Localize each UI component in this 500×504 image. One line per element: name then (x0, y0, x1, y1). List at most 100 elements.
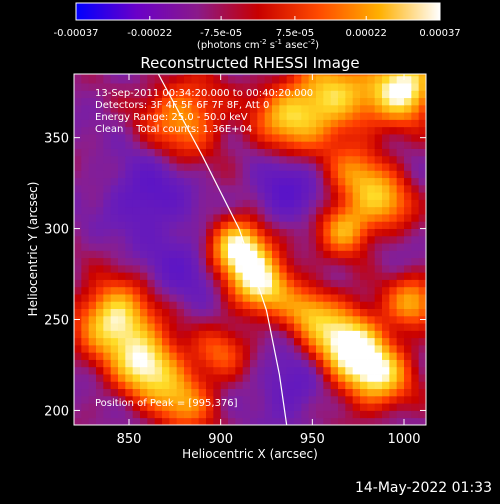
heatmap-cell (338, 294, 346, 302)
heatmap-cell (242, 119, 251, 128)
heatmap-cell (396, 170, 405, 179)
heatmap-cell (250, 243, 258, 251)
heatmap-cell (404, 323, 412, 331)
heatmap-cell (132, 163, 141, 171)
heatmap-cell (74, 403, 82, 411)
heatmap-cell (360, 141, 368, 149)
heatmap-cell (352, 257, 361, 266)
heatmap-cell (235, 272, 244, 280)
heatmap-cell (308, 163, 317, 171)
heatmap-cell (367, 206, 376, 215)
heatmap-cell (360, 344, 368, 353)
heatmap-cell (132, 97, 141, 106)
heatmap-cell (338, 104, 346, 113)
heatmap-cell (374, 264, 383, 273)
heatmap-cell (389, 417, 398, 425)
heatmap-cell (169, 235, 178, 244)
heatmap-cell (404, 250, 412, 259)
heatmap-cell (264, 330, 273, 339)
heatmap-cell (352, 279, 361, 288)
heatmap-cell (176, 250, 185, 259)
heatmap-cell (110, 374, 119, 382)
heatmap-cell (110, 199, 119, 208)
heatmap-cell (250, 170, 258, 179)
heatmap-cell (352, 272, 361, 280)
heatmap-cell (345, 184, 354, 193)
heatmap-cell (396, 301, 405, 310)
heatmap-cell (389, 206, 398, 215)
heatmap-cell (330, 388, 339, 397)
heatmap-cell (294, 199, 302, 208)
heatmap-cell (169, 323, 178, 331)
heatmap-cell (352, 90, 361, 99)
heatmap-cell (323, 228, 332, 237)
heatmap-cell (389, 374, 398, 382)
heatmap-cell (110, 366, 119, 375)
heatmap-cell (191, 228, 200, 237)
heatmap-cell (118, 148, 126, 157)
heatmap-cell (301, 264, 310, 273)
heatmap-cell (272, 126, 280, 135)
heatmap-cell (352, 308, 361, 317)
heatmap-cell (389, 279, 398, 288)
plot-frame (73, 73, 427, 426)
heatmap-cell (206, 177, 214, 186)
heatmap-cell (374, 235, 383, 244)
heatmap-cell (367, 410, 376, 419)
heatmap-cell (338, 148, 346, 157)
heatmap-cell (191, 374, 200, 382)
heatmap-cell (404, 381, 412, 390)
heatmap-cell (382, 235, 390, 244)
heatmap-cell (374, 170, 383, 179)
heatmap-cell (162, 126, 170, 135)
heatmap-cell (316, 221, 324, 229)
heatmap-cell (132, 264, 141, 273)
heatmap-cell (169, 352, 178, 360)
heatmap-cell (103, 366, 112, 375)
heatmap-cell (81, 243, 90, 251)
heatmap-cell (176, 330, 185, 339)
heatmap-cell (147, 97, 156, 106)
heatmap-cell (103, 141, 112, 149)
heatmap-cell (404, 221, 412, 229)
heatmap-cell (220, 134, 229, 142)
heatmap-cell (396, 330, 405, 339)
heatmap-cell (154, 279, 163, 288)
heatmap-cell (191, 264, 200, 273)
heatmap-cell (360, 330, 368, 339)
heatmap-cell (140, 330, 148, 339)
heatmap-cell (294, 206, 302, 215)
heatmap-cell (352, 97, 361, 106)
heatmap-cell (396, 388, 405, 397)
heatmap-cell (220, 163, 229, 171)
heatmap-cell (235, 184, 244, 193)
heatmap-cell (81, 301, 90, 310)
heatmap-cell (242, 235, 251, 244)
heatmap-cell (220, 243, 229, 251)
heatmap-cell (367, 257, 376, 266)
heatmap-cell (176, 177, 185, 186)
heatmap-cell (235, 417, 244, 425)
heatmap-cell (418, 163, 426, 171)
heatmap-cell (264, 395, 273, 404)
heatmap-cell (272, 294, 280, 302)
heatmap-cell (96, 177, 104, 186)
heatmap-cell (382, 112, 390, 120)
heatmap-cell (279, 337, 288, 346)
heatmap-cell (323, 337, 332, 346)
heatmap-cell (279, 243, 288, 251)
heatmap-cell (418, 388, 426, 397)
heatmap-cell (140, 206, 148, 215)
heatmap-cell (220, 352, 229, 360)
heatmap-cell (250, 403, 258, 411)
heatmap-cell (250, 352, 258, 360)
heatmap-cell (286, 250, 295, 259)
heatmap-cell (404, 315, 412, 324)
heatmap-cell (235, 315, 244, 324)
heatmap-cell (367, 388, 376, 397)
heatmap-cell (294, 126, 302, 135)
heatmap-cell (147, 112, 156, 120)
heatmap-cell (228, 294, 236, 302)
heatmap-cell (316, 112, 324, 120)
heatmap-cell (228, 308, 236, 317)
